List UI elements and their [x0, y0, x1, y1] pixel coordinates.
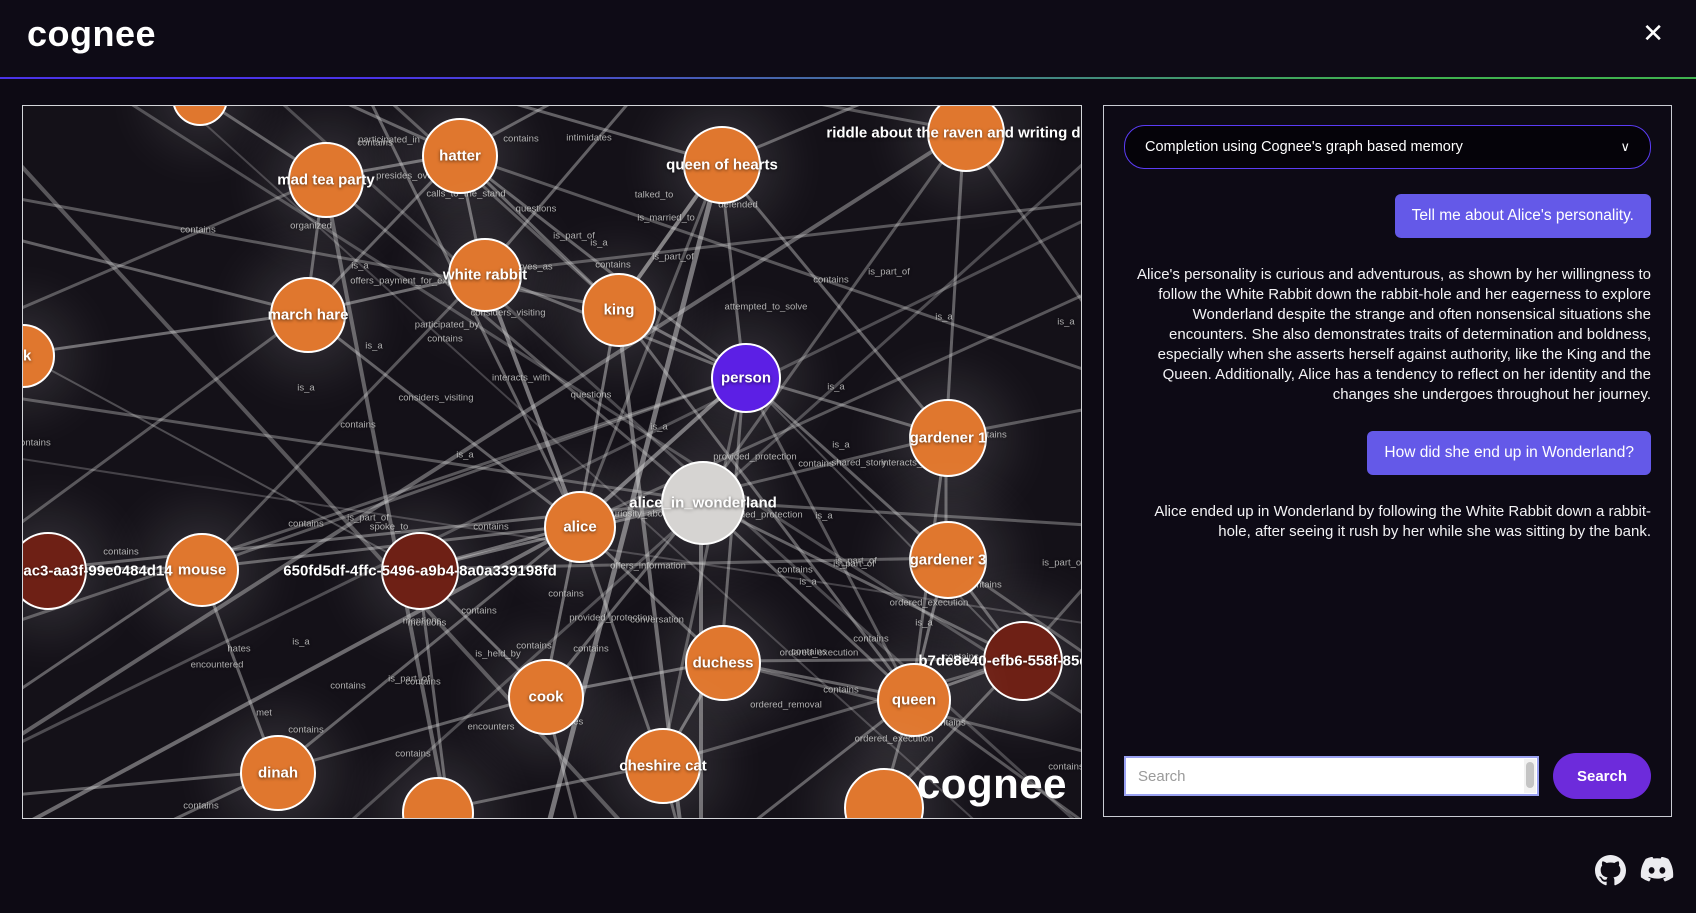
search-input-scrollbar[interactable]	[1524, 759, 1536, 793]
header-gradient-divider	[0, 77, 1696, 79]
search-button[interactable]: Search	[1553, 753, 1651, 799]
scrollbar-thumb[interactable]	[1526, 762, 1534, 788]
cognee-logo: cognee	[27, 13, 157, 54]
graph-edges	[23, 106, 1081, 818]
graph-canvas[interactable]: intimidates contains participated_in contai…	[22, 105, 1082, 819]
model-selector-value: Completion using Cognee's graph based me…	[1145, 139, 1463, 155]
discord-icon[interactable]	[1640, 857, 1674, 884]
graph-watermark-logo: cognee	[916, 760, 1067, 807]
search-input-wrap	[1124, 756, 1539, 796]
chat-answer-text: Alice ended up in Wonderland by followin…	[1154, 502, 1651, 540]
chat-question-bubble: Tell me about Alice's personality.	[1394, 194, 1651, 238]
chat-panel: Completion using Cognee's graph based me…	[1103, 105, 1672, 817]
model-selector-dropdown[interactable]: Completion using Cognee's graph based me…	[1124, 125, 1651, 169]
close-icon[interactable]: ✕	[1636, 20, 1670, 48]
chat-answer-text: Alice's personality is curious and adven…	[1137, 266, 1651, 403]
search-input[interactable]	[1126, 758, 1537, 794]
chat-question-bubble: How did she end up in Wonderland?	[1367, 430, 1651, 475]
footer-social-links	[1595, 855, 1674, 886]
chevron-down-icon: ∨	[1620, 139, 1630, 154]
github-icon[interactable]	[1595, 855, 1626, 886]
search-row: Search	[1124, 753, 1651, 799]
chat-messages: Tell me about Alice's personality. Alice'…	[1124, 194, 1651, 567]
header: cognee ✕	[0, 0, 1696, 77]
